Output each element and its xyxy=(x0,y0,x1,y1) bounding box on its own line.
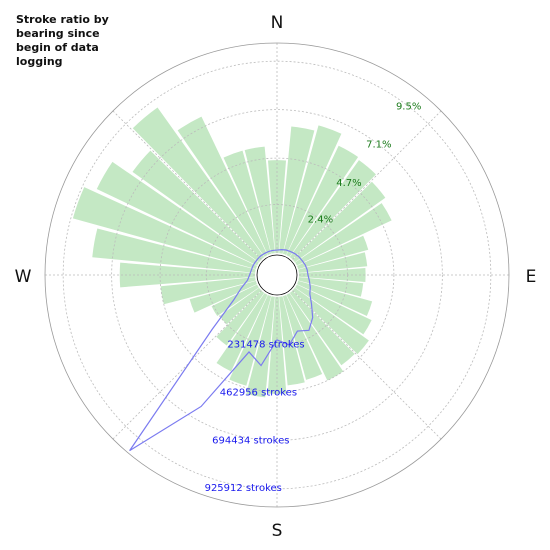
y-tick-label: 7.1% xyxy=(366,140,391,151)
bar xyxy=(223,150,272,255)
bar xyxy=(211,284,259,317)
y2-tick-label: 231478 strokes xyxy=(227,340,304,351)
bar xyxy=(298,277,364,297)
grid-ring xyxy=(62,60,492,490)
grid-spoke xyxy=(292,110,442,260)
bar xyxy=(216,293,268,372)
bar xyxy=(219,287,262,325)
chart-title: Stroke ratio by bearing since begin of d… xyxy=(16,13,109,68)
bar xyxy=(286,145,359,257)
bar xyxy=(292,181,386,263)
bar xyxy=(132,150,262,263)
x-tick-label: S xyxy=(272,521,283,541)
grid-spoke xyxy=(112,290,262,440)
y2-tick-label: 462956 strokes xyxy=(220,387,297,398)
inner-hole xyxy=(256,254,298,296)
y-tick-label: 4.7% xyxy=(336,178,361,189)
grid-spoke xyxy=(292,290,442,440)
x-tick-label: E xyxy=(526,267,537,287)
x-tick-label: N xyxy=(271,13,284,33)
bar xyxy=(286,293,344,381)
outer-circle xyxy=(44,42,510,508)
bar xyxy=(216,290,265,346)
y2-tick-label: 694434 strokes xyxy=(212,435,289,446)
bar xyxy=(295,284,372,335)
bar xyxy=(289,290,355,366)
grid-spoke xyxy=(112,110,262,260)
bar xyxy=(92,228,256,273)
grid-ring xyxy=(159,157,395,393)
grid-ring xyxy=(111,109,443,441)
bar xyxy=(298,252,368,273)
bar xyxy=(246,296,275,398)
bar xyxy=(295,203,392,266)
bar xyxy=(297,235,369,270)
bar xyxy=(289,160,376,260)
y2-tick-label: 925912 strokes xyxy=(205,483,282,494)
bar xyxy=(282,295,323,380)
bar xyxy=(244,146,275,254)
bar xyxy=(119,262,256,288)
x-tick-label: W xyxy=(15,267,32,287)
bar xyxy=(282,125,342,255)
bar xyxy=(267,160,287,254)
bar xyxy=(279,126,315,254)
bar xyxy=(72,187,257,270)
bar xyxy=(96,161,259,266)
bar xyxy=(297,280,373,316)
bar xyxy=(177,116,268,257)
stroke-line xyxy=(129,249,314,452)
y-tick-label: 9.5% xyxy=(396,102,421,113)
y-tick-label: 2.4% xyxy=(308,214,333,225)
